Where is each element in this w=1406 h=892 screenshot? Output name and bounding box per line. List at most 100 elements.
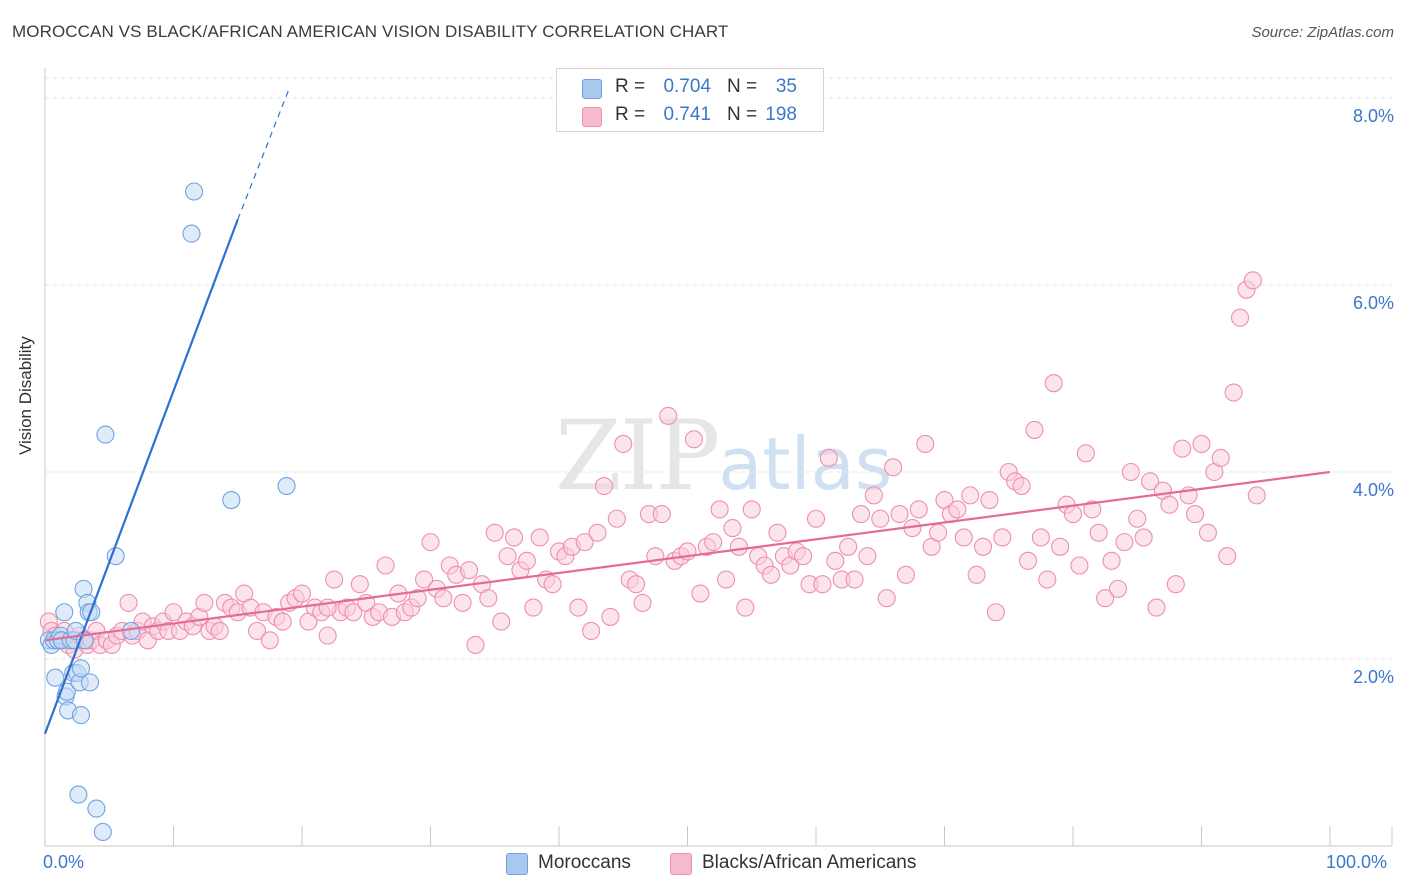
y-tick-label: 8.0% [1352,106,1394,126]
black-african-american-point [961,486,980,505]
legend-label: Blacks/African Americans [702,852,917,873]
legend-swatch-blue [582,79,602,99]
black-african-american-point [1147,598,1166,617]
black-african-american-point [1186,505,1205,524]
watermark-zip: ZIP [555,400,720,512]
moroccan-point [96,425,115,444]
black-african-american-point [973,537,993,556]
moroccan-point [277,476,296,496]
black-african-american-point [652,505,671,524]
moroccan-point [185,182,204,201]
black-african-american-point [704,533,723,552]
black-african-american-point [916,434,935,454]
black-african-american-point [530,528,549,547]
black-african-american-point [1160,495,1179,514]
black-african-american-point [871,509,890,528]
trend-lines [43,88,1331,735]
axes [44,68,1393,847]
source-credit: Source: ZipAtlas.com [1251,24,1394,41]
black-african-american-point [1231,308,1250,327]
r-value: 0.704 [663,76,711,97]
black-african-american-point [659,406,678,425]
black-african-american-point [582,621,601,641]
black-african-american-point [1012,476,1031,496]
black-african-american-point [1102,551,1121,570]
black-african-american-point [350,575,369,594]
black-african-american-trend-line [44,470,1331,642]
black-african-american-point [273,612,292,631]
moroccan-trend-line [43,219,239,735]
black-african-american-point [1128,509,1147,528]
black-african-american-point [1115,533,1134,552]
watermark: ZIPatlas [555,400,892,512]
black-african-american-point [498,547,517,566]
legend-label: Moroccans [538,852,631,873]
black-african-american-point [1173,439,1192,458]
black-african-american-point [421,533,440,552]
black-african-american-point [896,565,916,584]
black-african-american-point [729,537,748,556]
y-tick-label: 2.0% [1352,667,1394,687]
black-african-american-point [517,551,536,570]
legend-swatch-pink [582,107,602,127]
black-african-american-point [415,570,434,589]
black-african-american-point [119,593,138,612]
black-african-american-point [877,589,896,608]
moroccan-point [222,490,241,510]
black-african-american-point [408,589,427,608]
black-african-american-point [492,612,511,631]
black-african-american-point [1070,556,1089,575]
black-african-american-point [1089,523,1108,542]
n-label: N = [727,76,758,97]
black-african-american-point [1044,374,1063,393]
black-african-american-point [864,486,883,505]
black-african-american-point [768,523,787,542]
black-african-american-point [1166,575,1185,594]
black-african-american-point [344,603,363,622]
black-african-american-point [1076,444,1095,463]
black-african-american-point [504,528,524,547]
legend-swatch-pink [670,853,692,875]
black-african-american-point [1051,537,1070,556]
black-african-american-point [325,570,344,589]
black-african-american-point [434,589,453,608]
black-african-american-point [723,519,742,538]
black-african-american-point [954,528,973,547]
black-african-american-point [736,598,755,617]
black-african-american-point [569,598,588,617]
black-african-american-point [1018,551,1038,570]
black-african-american-point [543,575,562,594]
black-african-american-point [819,448,838,468]
correlation-legend: R = 0.704 N = 35 R = 0.741 N = 198 [556,68,824,132]
black-african-american-point [260,631,279,650]
black-african-american-point [1218,547,1237,566]
black-african-american-point [1063,505,1083,524]
black-african-american-point [575,533,594,552]
black-african-american-point [318,626,337,645]
black-african-american-point [376,556,395,575]
watermark-atlas: atlas [718,422,893,506]
black-african-american-point [826,551,845,570]
black-african-american-point [909,500,928,519]
legend-row-moroccans: R = 0.704 N = 35 [557,73,823,101]
black-african-american-point [710,500,729,519]
moroccan-point [46,668,65,687]
black-african-american-point [761,565,781,584]
black-african-american-point [884,458,903,477]
black-african-american-point [1198,523,1217,542]
r-label: R = [615,104,646,125]
black-african-american-point [1211,448,1230,468]
r-label: R = [615,76,646,97]
black-african-american-point [1192,434,1211,454]
black-african-american-point [1134,528,1153,547]
black-african-american-point [466,635,485,655]
black-african-american-point [195,593,214,612]
moroccan-point [71,706,91,725]
black-african-american-point [684,430,703,449]
black-african-american-point [691,584,710,603]
black-african-american-point [716,570,736,589]
black-african-american-point [845,570,864,589]
black-african-american-point [1121,462,1140,482]
r-value: 0.741 [663,104,711,125]
